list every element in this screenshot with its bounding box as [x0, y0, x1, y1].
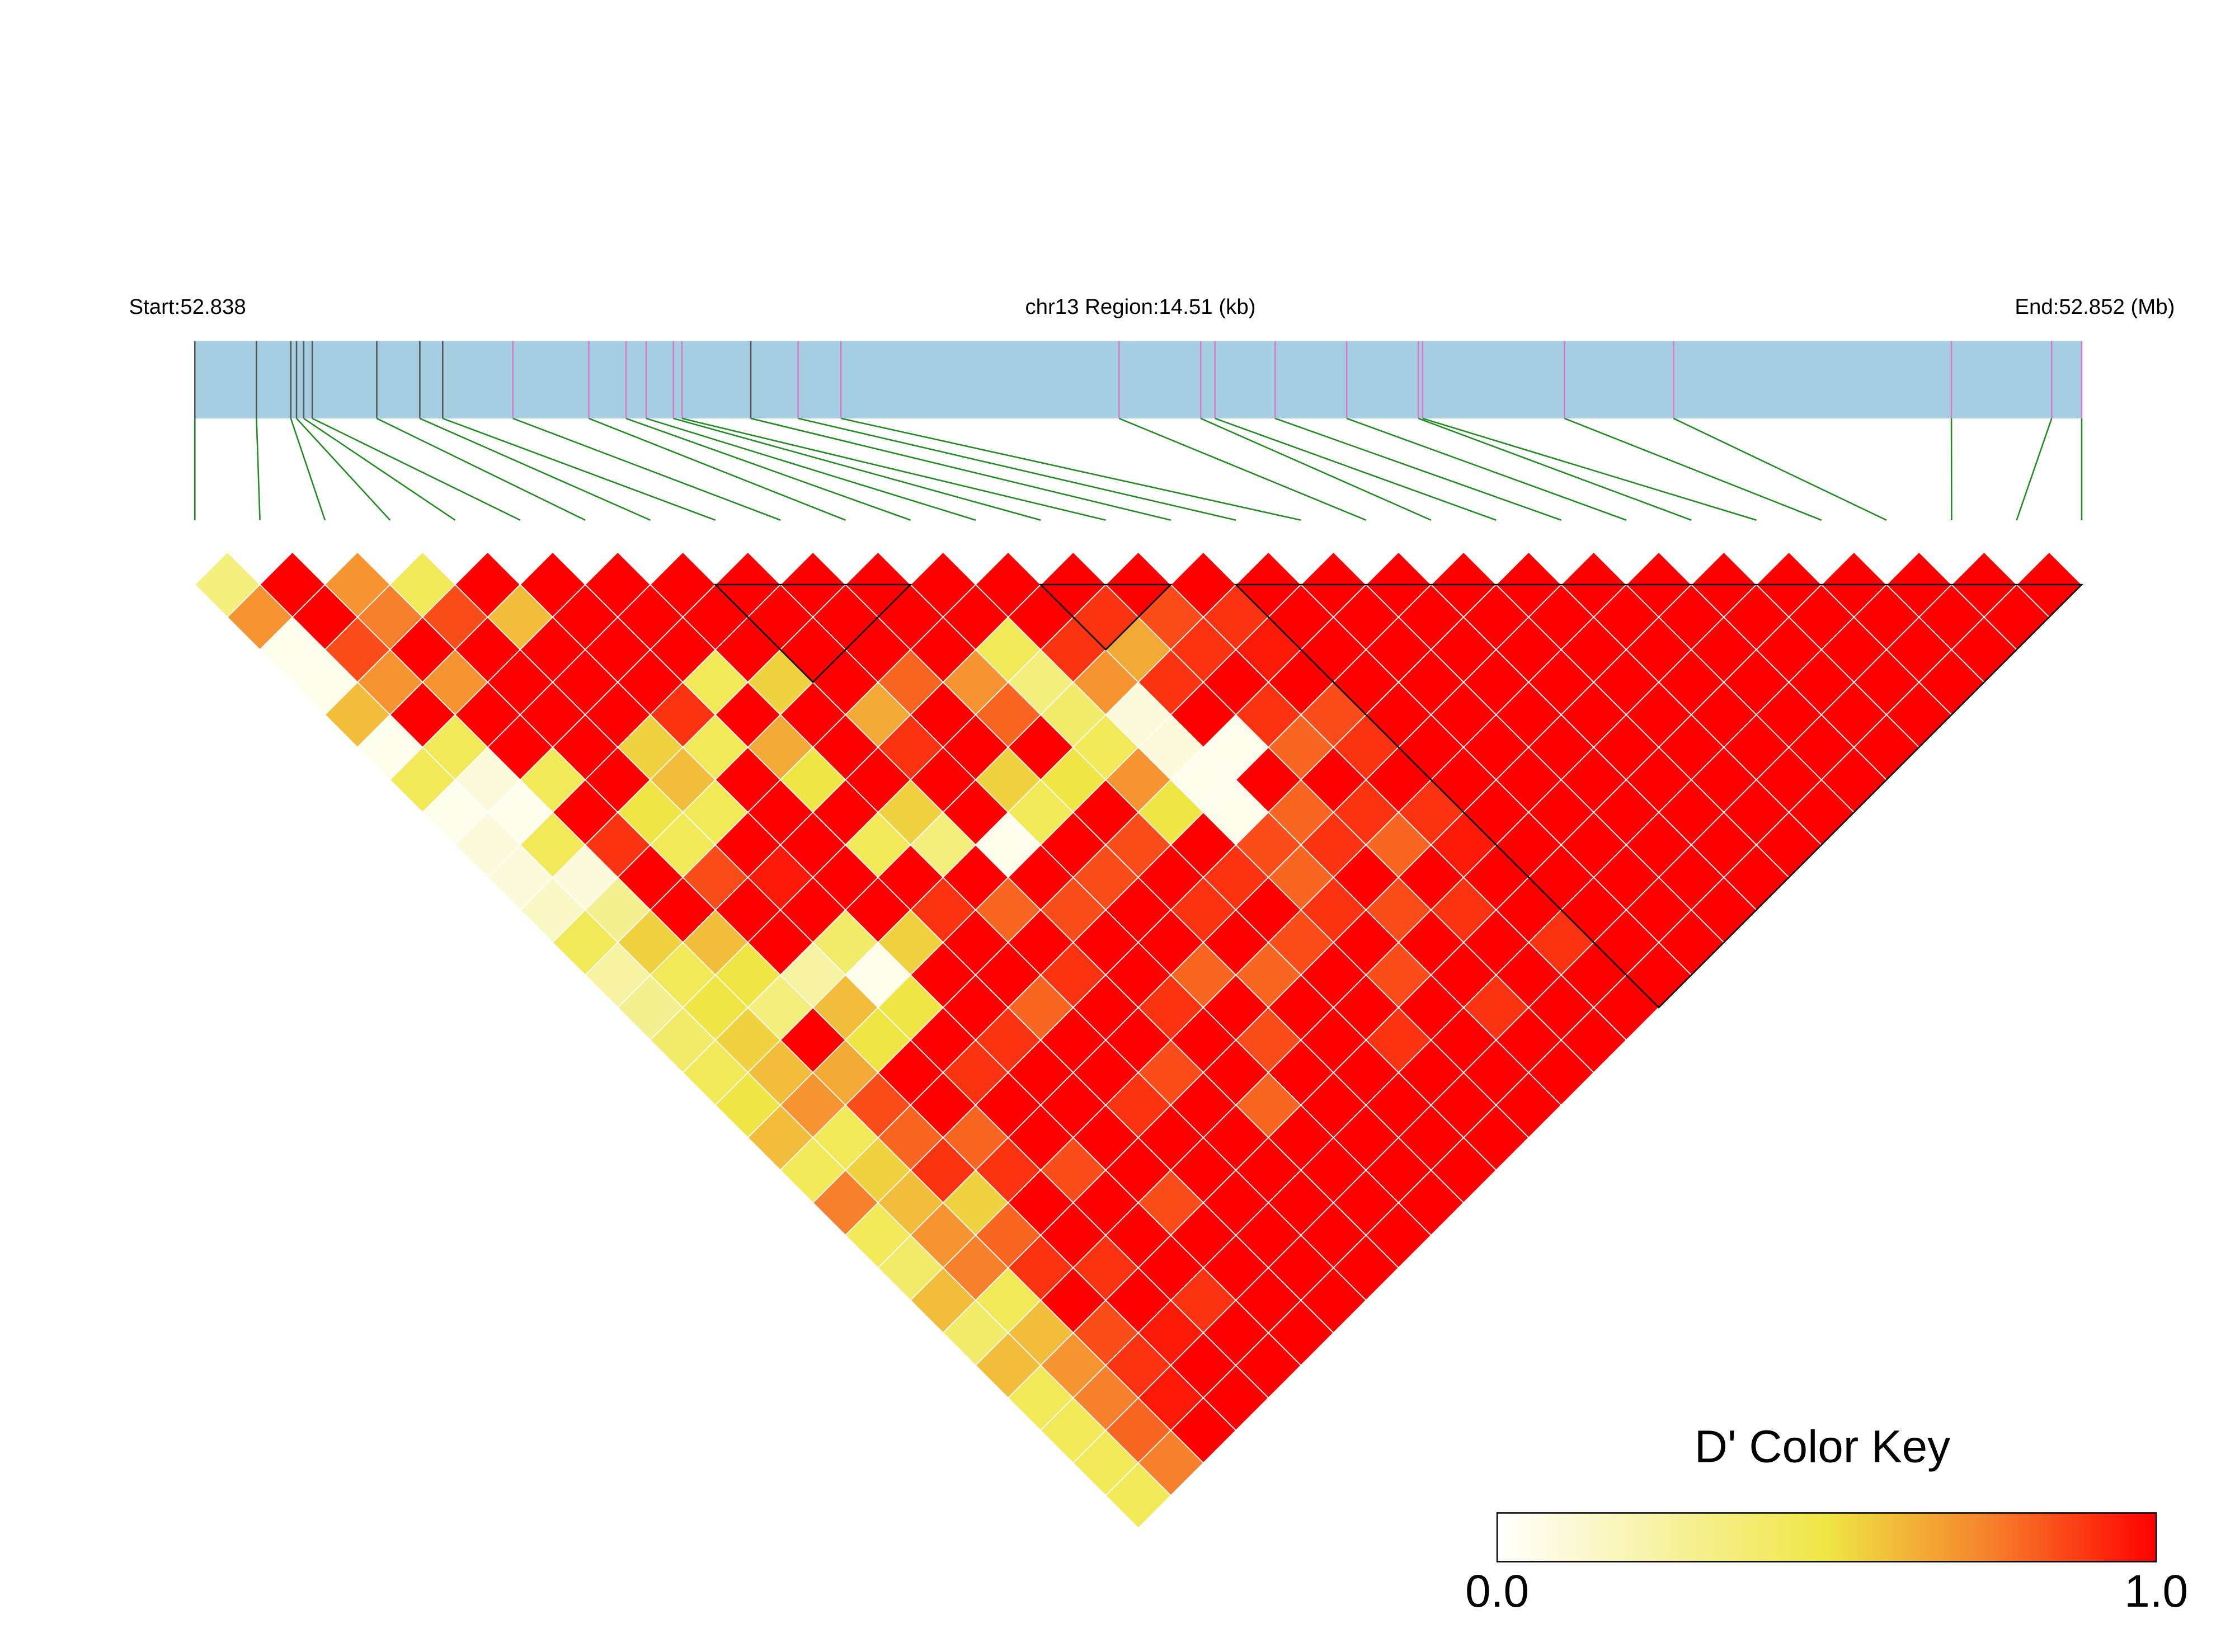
- snp-connector: [1274, 417, 1562, 521]
- color-key-tick-label: 1.0: [2124, 1566, 2188, 1617]
- snp-connector: [312, 417, 521, 521]
- snp-connector: [256, 418, 261, 520]
- haplotype-block: [713, 583, 912, 684]
- color-key-tick-label: 0.0: [1465, 1566, 1529, 1617]
- start-label: Start:52.838: [129, 295, 246, 319]
- end-label: End:52.852 (Mb): [2015, 295, 2175, 319]
- snp-connector: [589, 417, 846, 521]
- color-key-title: D' Color Key: [1695, 1421, 1950, 1472]
- snp-connector: [2016, 418, 2053, 521]
- haplotype-block: [1039, 583, 1173, 651]
- snp-connector: [1564, 417, 1822, 521]
- snp-connector: [646, 417, 976, 521]
- snp-connector: [1118, 417, 1367, 521]
- snp-connector: [673, 417, 1041, 521]
- snp-connector: [750, 417, 1171, 521]
- snp-connector: [1346, 417, 1627, 521]
- snp-connector: [1418, 417, 1692, 521]
- snp-connector: [625, 417, 911, 521]
- region-label: chr13 Region:14.51 (kb): [1025, 295, 1255, 319]
- region-bar: [195, 341, 2082, 418]
- snp-connector: [442, 417, 716, 521]
- snp-connector: [1422, 417, 1757, 521]
- haplotype-block: [1234, 583, 2084, 1009]
- snp-connector: [512, 417, 781, 521]
- snp-connector: [290, 418, 326, 521]
- snp-connector: [419, 417, 651, 521]
- snp-connector: [798, 417, 1236, 521]
- snp-connector: [296, 418, 391, 521]
- snp-connector: [681, 417, 1106, 521]
- snp-connector: [1200, 417, 1432, 521]
- snp-connector: [303, 417, 456, 521]
- snp-connector: [840, 417, 1301, 521]
- snp-connector: [1215, 417, 1497, 521]
- snp-connector: [1673, 417, 1887, 521]
- color-key-bar: [1496, 1512, 2157, 1562]
- snp-connector: [376, 417, 586, 521]
